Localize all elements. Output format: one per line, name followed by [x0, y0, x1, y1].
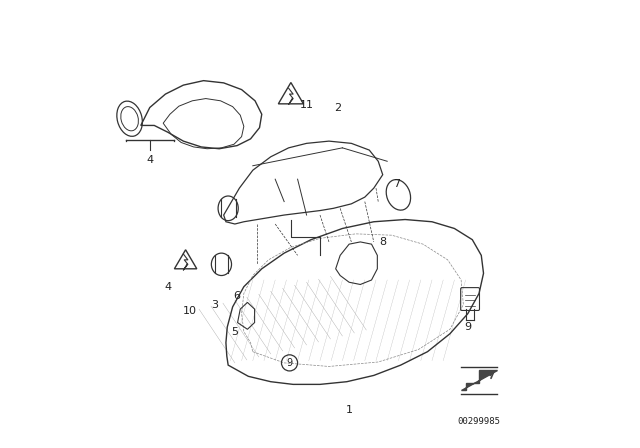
Text: 4: 4 [146, 155, 154, 164]
Text: 11: 11 [300, 100, 314, 110]
Text: 10: 10 [183, 306, 197, 316]
Text: 9: 9 [464, 322, 472, 332]
Text: 4: 4 [164, 282, 172, 292]
Text: 6: 6 [234, 291, 241, 301]
Text: 1: 1 [346, 405, 353, 415]
Text: 9: 9 [287, 358, 292, 368]
Text: 8: 8 [379, 237, 387, 247]
Text: 2: 2 [334, 103, 342, 112]
Text: 3: 3 [211, 300, 218, 310]
Polygon shape [461, 370, 497, 390]
Text: 7: 7 [392, 179, 400, 189]
Text: 5: 5 [232, 327, 238, 336]
Text: 00299985: 00299985 [458, 417, 500, 426]
